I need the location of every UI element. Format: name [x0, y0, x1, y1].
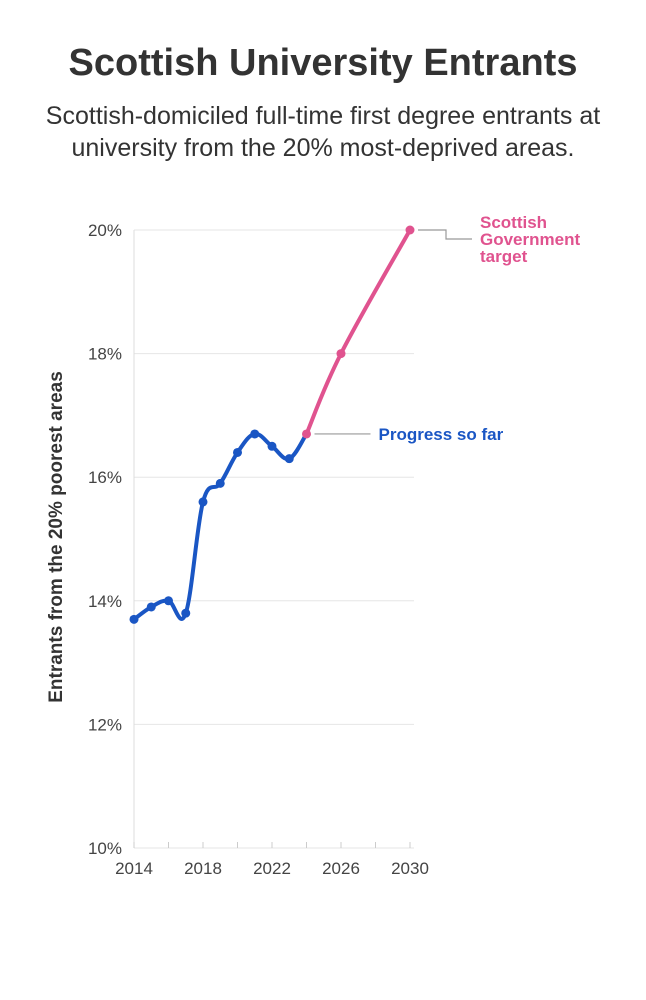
progress-point — [233, 447, 242, 457]
progress-point — [198, 497, 208, 507]
progress-line — [132, 431, 309, 622]
gridlines — [134, 229, 414, 849]
progress-point — [250, 429, 260, 439]
progress-point — [267, 441, 277, 451]
x-tick-label: 2018 — [184, 859, 222, 878]
y-axis-label: Entrants from the 20% poorest areas — [46, 371, 67, 703]
chart-title: Scottish University Entrants — [68, 42, 578, 84]
chart-subtitle: Scottish-domiciled full-time first degre… — [45, 102, 601, 162]
target-point — [336, 349, 346, 359]
y-tick-label: 16% — [88, 468, 122, 487]
progress-point — [146, 602, 156, 612]
progress-annotation: Progress so far — [379, 425, 504, 444]
axes — [133, 230, 411, 848]
tick-labels: 10% 12% 14% 16% 18% 20% 2014 2018 2022 2026 2030 — [88, 221, 429, 878]
y-tick-label: 12% — [88, 715, 122, 734]
progress-point — [181, 608, 191, 618]
y-tick-label: 14% — [88, 592, 122, 611]
target-line — [304, 228, 412, 436]
x-tick-label: 2014 — [115, 859, 153, 878]
target-annotation: Scottish Government target — [480, 213, 580, 266]
progress-point — [284, 454, 294, 464]
y-tick-label: 10% — [88, 839, 122, 858]
y-tick-label: 20% — [88, 221, 122, 240]
progress-point — [164, 596, 173, 606]
series-lines — [132, 228, 412, 622]
target-leader-line — [418, 229, 472, 240]
progress-point — [215, 478, 225, 488]
x-tick-label: 2022 — [253, 859, 291, 878]
annotations: Progress so far Scottish Government target — [314, 213, 580, 444]
data-points — [129, 225, 415, 624]
target-point — [405, 225, 415, 235]
progress-point — [129, 614, 139, 624]
x-tick-label: 2030 — [391, 859, 429, 878]
x-tick-label: 2026 — [322, 859, 360, 878]
y-tick-label: 18% — [88, 345, 122, 364]
junction-point — [302, 429, 311, 439]
